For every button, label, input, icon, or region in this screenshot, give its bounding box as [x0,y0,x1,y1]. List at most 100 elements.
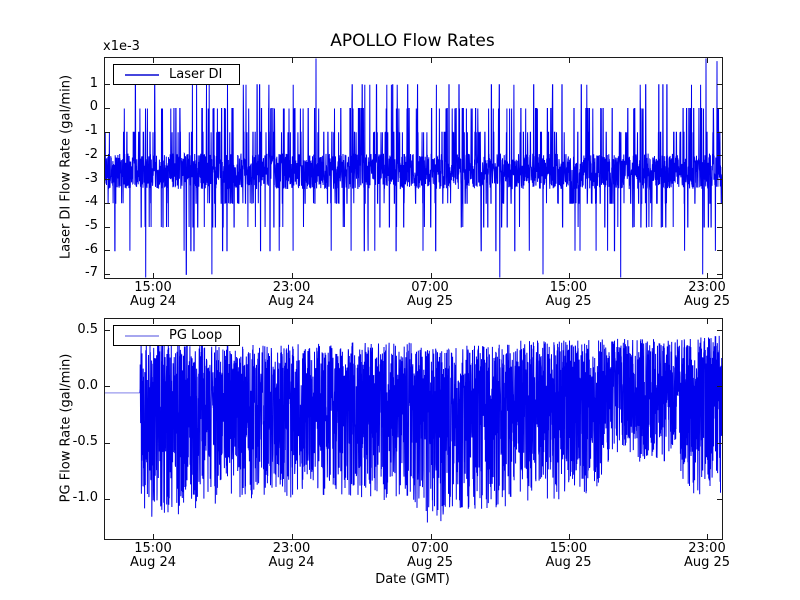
tick-mark [717,273,722,275]
tick-mark [568,319,570,324]
tick-mark [153,319,155,324]
x-tick-time: 07:00 [411,280,449,295]
y-tick-label: 0.5 [77,322,98,338]
tick-mark [568,58,570,63]
tick-mark [292,58,293,63]
tick-mark [717,226,722,228]
y-tick-label: -1.0 [72,490,98,506]
tick-mark [105,498,110,500]
tick-mark [717,386,722,388]
y-tick-label: -3 [85,170,98,186]
laser-di-plot-area[interactable]: Laser DI [104,57,723,279]
tick-mark [292,273,293,278]
tick-mark [105,273,110,275]
tick-mark [105,179,110,181]
x-tick-label: 07:00 Aug 25 [407,281,453,309]
y-axis-label-pg-loop: PG Flow Rate (gal/min) [58,353,74,503]
x-tick-time: 23:00 [272,541,311,556]
tick-mark [717,442,722,444]
x-tick-label: 15:00 Aug 25 [545,542,591,570]
tick-mark [717,330,722,332]
x-tick-label: 07:00 Aug 25 [407,542,453,570]
tick-mark [105,226,110,228]
chart-title: APOLLO Flow Rates [330,31,495,51]
y-axis-offset-multiplier: x1e-3 [103,39,140,54]
x-tick-date: Aug 24 [268,555,315,570]
tick-mark [717,202,722,204]
tick-mark [707,319,709,324]
legend-label-laser-di: Laser DI [169,67,223,82]
y-tick-label: -4 [85,194,98,210]
x-tick-label: 23:00 Aug 25 [684,542,730,570]
tick-mark [105,84,110,86]
tick-mark [568,534,570,539]
tick-mark [153,273,155,278]
tick-mark [430,319,432,324]
legend-pg-loop[interactable]: PG Loop [113,325,240,346]
tick-mark [105,155,110,157]
x-tick-time: 23:00 [688,280,726,295]
tick-mark [717,107,722,109]
y-tick-label: 1 [89,75,98,91]
tick-mark [105,442,110,444]
x-tick-date: Aug 25 [683,555,731,570]
x-tick-date: Aug 25 [545,294,592,309]
y-tick-label: -6 [85,241,98,257]
tick-mark [430,273,432,278]
x-tick-date: Aug 24 [129,555,177,570]
x-axis-label: Date (GMT) [375,572,450,587]
legend-laser-di[interactable]: Laser DI [113,64,240,85]
tick-mark [105,202,110,204]
x-tick-label: 15:00 Aug 25 [545,281,591,309]
x-tick-time: 15:00 [549,280,588,295]
x-tick-time: 07:00 [411,541,449,556]
x-tick-date: Aug 24 [129,294,177,309]
x-tick-time: 15:00 [134,541,172,556]
x-tick-date: Aug 25 [683,294,731,309]
x-tick-label: 15:00 Aug 24 [130,281,176,309]
y-tick-label: -7 [85,265,98,281]
series-path [105,58,722,278]
tick-mark [105,330,110,332]
x-tick-time: 23:00 [688,541,726,556]
y-tick-label: -5 [85,218,98,234]
tick-mark [707,273,709,278]
tick-mark [717,84,722,86]
tick-mark [153,58,155,63]
pg-loop-plot-area[interactable]: PG Loop [104,318,723,540]
tick-mark [717,131,722,133]
tick-mark [153,534,155,539]
x-tick-label: 23:00 Aug 24 [268,542,314,570]
y-tick-label: 0 [89,99,98,115]
tick-mark [707,534,709,539]
tick-mark [717,179,722,181]
tick-mark [292,319,293,324]
tick-mark [105,131,110,133]
x-tick-label: 23:00 Aug 24 [268,281,314,309]
tick-mark [105,107,110,109]
tick-mark [568,273,570,278]
legend-line-sample-laser-di [125,73,159,76]
x-tick-date: Aug 25 [406,555,454,570]
x-tick-date: Aug 25 [545,555,592,570]
tick-mark [430,534,432,539]
tick-mark [717,498,722,500]
y-tick-label: -1 [85,123,98,139]
tick-mark [105,250,110,252]
pg-loop-series-line [105,335,722,523]
tick-mark [707,58,709,63]
tick-mark [292,534,293,539]
x-tick-time: 15:00 [549,541,588,556]
y-tick-label: -2 [85,147,98,163]
x-tick-time: 15:00 [134,280,172,295]
y-tick-label: 0.0 [77,378,98,394]
series-path [139,335,722,523]
legend-line-sample-pg-loop [125,334,159,337]
tick-mark [430,58,432,63]
y-tick-label: -0.5 [72,434,98,450]
x-tick-time: 23:00 [272,280,311,295]
tick-mark [717,155,722,157]
laser-di-series-line [105,58,722,278]
x-tick-label: 15:00 Aug 24 [130,542,176,570]
